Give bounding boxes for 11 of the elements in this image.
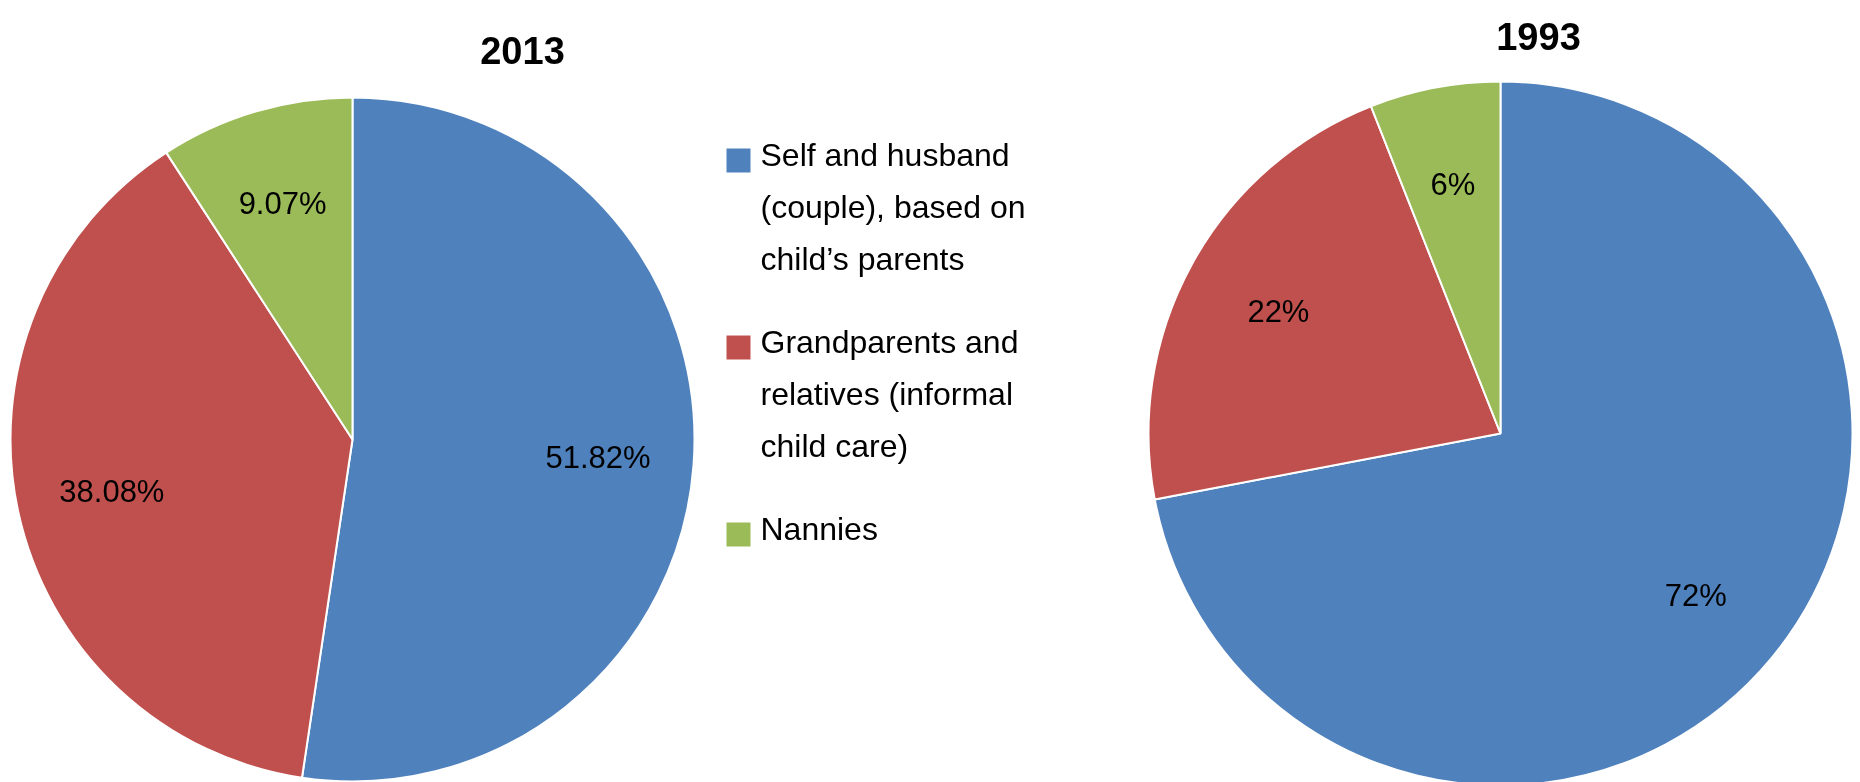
data-label: 9.07% [238, 185, 327, 221]
legend-label: Nannies [760, 510, 878, 547]
data-label: 22% [1247, 293, 1310, 329]
data-label: 51.82% [545, 440, 651, 476]
data-label: 72% [1664, 577, 1727, 613]
legend-label: Self and husband (couple), based on child’s parents [760, 136, 1026, 277]
data-label: 6% [1430, 167, 1476, 203]
chart-title: 1993 [1496, 16, 1581, 58]
chart-title: 2013 [480, 30, 565, 72]
data-label: 38.08% [59, 474, 165, 510]
legend-label: Grandparents and relatives (informal child care) [760, 323, 1019, 464]
